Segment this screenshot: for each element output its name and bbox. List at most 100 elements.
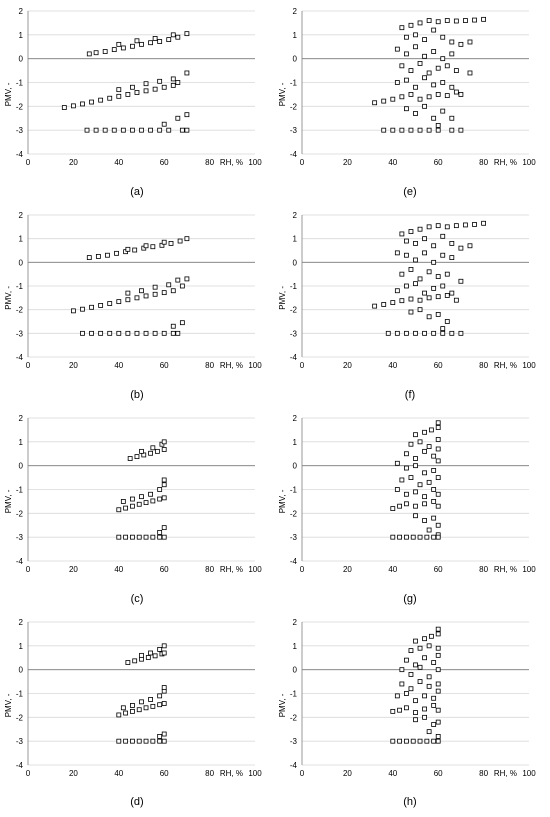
y-tick-label: 2: [19, 414, 24, 423]
y-axis-title: PMV, -: [4, 82, 13, 106]
panel-caption: (b): [130, 389, 143, 401]
data-point: [143, 293, 149, 299]
data-point: [161, 239, 167, 245]
data-point: [116, 534, 122, 540]
data-point: [413, 638, 418, 644]
data-point: [422, 518, 427, 523]
data-point: [444, 93, 450, 99]
data-point: [125, 330, 131, 336]
data-point: [404, 738, 409, 744]
data-point: [161, 482, 167, 488]
panel-caption: (d): [130, 796, 143, 808]
data-point: [93, 127, 99, 133]
data-point: [428, 427, 434, 433]
y-tick-label: -4: [16, 557, 24, 566]
data-point: [435, 420, 441, 426]
data-point: [157, 738, 163, 744]
data-point: [139, 41, 144, 47]
data-point: [408, 229, 414, 234]
x-axis-title: RH, %: [220, 769, 243, 778]
x-tick-label: 20: [343, 769, 352, 778]
data-point: [184, 31, 190, 37]
data-point: [413, 84, 418, 90]
data-point: [422, 250, 427, 256]
y-tick-label: -2: [290, 713, 298, 722]
y-tick-label: -1: [16, 282, 24, 291]
data-point: [130, 503, 135, 509]
data-point: [143, 88, 149, 94]
data-point: [422, 103, 427, 109]
data-point: [435, 667, 441, 673]
data-point: [404, 491, 409, 497]
y-tick-label: -3: [290, 737, 298, 746]
data-point: [130, 127, 135, 133]
data-point: [134, 330, 140, 336]
data-point: [394, 46, 400, 52]
y-axis-title: PMV, -: [4, 693, 13, 717]
data-point: [431, 115, 437, 121]
data-point: [161, 650, 167, 656]
data-point: [170, 76, 176, 82]
data-point: [136, 501, 142, 507]
data-point: [93, 50, 99, 56]
y-tick-label: -4: [16, 353, 24, 362]
data-point: [449, 51, 455, 57]
data-point: [453, 68, 459, 73]
data-point: [157, 530, 163, 535]
data-point: [184, 112, 190, 118]
data-point: [399, 667, 405, 673]
panel-caption: (e): [403, 186, 416, 198]
data-point: [120, 127, 126, 133]
x-tick-label: 60: [160, 565, 169, 574]
data-point: [417, 20, 423, 26]
data-point: [95, 254, 101, 259]
data-point: [166, 127, 172, 133]
data-point: [417, 439, 423, 445]
data-point: [431, 499, 437, 504]
data-point: [435, 645, 441, 651]
data-point: [413, 240, 418, 246]
y-tick-label: -1: [290, 486, 298, 495]
data-point: [161, 534, 167, 540]
x-tick-label: 40: [388, 565, 397, 574]
panel-caption: (f): [405, 389, 415, 401]
y-tick-label: 1: [293, 235, 298, 244]
x-tick-label: 20: [343, 158, 352, 167]
data-point: [157, 702, 163, 708]
data-point: [444, 18, 450, 23]
data-point: [399, 25, 405, 31]
data-point: [426, 314, 432, 320]
data-point: [143, 738, 149, 744]
data-point: [481, 16, 487, 22]
data-point: [404, 657, 409, 663]
y-tick-label: -1: [290, 282, 298, 291]
data-point: [102, 49, 108, 54]
data-point: [472, 222, 477, 227]
data-point: [435, 688, 441, 694]
data-point: [136, 534, 142, 540]
data-point: [435, 123, 441, 128]
data-point: [417, 96, 423, 102]
x-tick-label: 80: [479, 565, 488, 574]
data-point: [123, 738, 129, 744]
x-axis-title: RH, %: [494, 158, 517, 167]
y-tick-label: -3: [290, 329, 298, 338]
data-point: [166, 282, 172, 288]
data-point: [390, 127, 396, 133]
data-point: [139, 127, 144, 133]
data-point: [184, 276, 190, 282]
data-point: [408, 296, 414, 302]
data-point: [105, 252, 110, 258]
data-point: [175, 115, 181, 121]
data-point: [397, 534, 403, 540]
data-point: [431, 27, 437, 33]
data-point: [143, 534, 149, 540]
data-point: [431, 660, 437, 665]
data-point: [426, 674, 432, 680]
y-tick-label: 2: [19, 618, 24, 627]
data-point: [431, 487, 437, 492]
